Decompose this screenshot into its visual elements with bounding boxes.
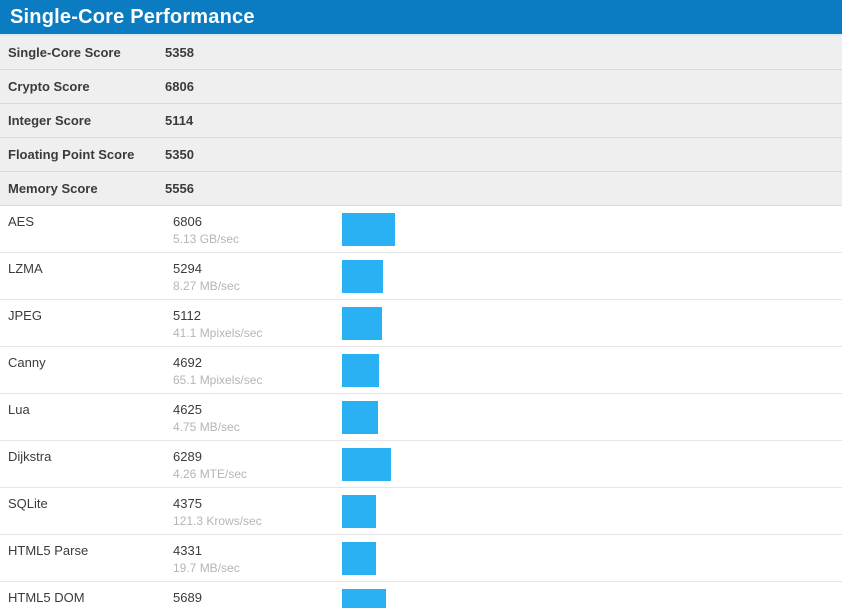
summary-row-crypto-score: Crypto Score 6806 [0,70,842,104]
benchmark-score: 4331 [173,543,202,558]
section-title: Single-Core Performance [10,5,255,28]
benchmark-score: 4375 [173,496,202,511]
benchmark-name: HTML5 Parse [8,543,89,558]
benchmark-name: Canny [8,355,46,370]
summary-row-memory-score: Memory Score 5556 [0,172,842,206]
summary-label: Single-Core Score [8,45,121,60]
benchmark-name: Dijkstra [8,449,52,464]
benchmark-row-aes: AES 6806 5.13 GB/sec [0,206,842,253]
benchmark-rate: 5.13 GB/sec [173,232,240,246]
benchmark-rate: 8.27 MB/sec [173,279,240,293]
summary-value: 5114 [165,113,194,128]
benchmark-name: Lua [8,402,30,417]
summary-label: Floating Point Score [8,147,135,162]
benchmark-score-bar [342,401,378,434]
summary-value: 5556 [165,181,194,196]
summary-label: Integer Score [8,113,92,128]
benchmark-rate: 41.1 Mpixels/sec [173,326,263,340]
benchmark-name: SQLite [8,496,48,511]
benchmark-row-sqlite: SQLite 4375 121.3 Krows/sec [0,488,842,535]
benchmark-row-jpeg: JPEG 5112 41.1 Mpixels/sec [0,300,842,347]
benchmark-score-bar [342,213,395,246]
benchmark-name: JPEG [8,308,42,323]
benchmark-score: 4692 [173,355,202,370]
benchmark-score: 4625 [173,402,202,417]
benchmark-score: 6289 [173,449,202,464]
section-header: Single-Core Performance [0,0,842,36]
summary-label: Crypto Score [8,79,90,94]
benchmark-row-lzma: LZMA 5294 8.27 MB/sec [0,253,842,300]
benchmark-name: LZMA [8,261,43,276]
benchmark-rate: 4.75 MB/sec [173,420,240,434]
benchmark-row-canny: Canny 4692 65.1 Mpixels/sec [0,347,842,394]
summary-value: 6806 [165,79,194,94]
benchmark-score-bar [342,260,383,293]
benchmark-rate: 19.7 MB/sec [173,561,240,575]
benchmark-score: 6806 [173,214,202,229]
benchmark-name: HTML5 DOM [8,590,85,605]
benchmark-name: AES [8,214,35,229]
benchmark-row-html5-parse: HTML5 Parse 4331 19.7 MB/sec [0,535,842,582]
benchmark-score-bar [342,307,382,340]
benchmark-row-lua: Lua 4625 4.75 MB/sec [0,394,842,441]
benchmark-score: 5294 [173,261,202,276]
benchmark-row-dijkstra: Dijkstra 6289 4.26 MTE/sec [0,441,842,488]
summary-label: Memory Score [8,181,98,196]
benchmark-score-bar [342,542,376,575]
benchmark-score-bar [342,495,376,528]
summary-row-single-core-score: Single-Core Score 5358 [0,36,842,70]
benchmark-score-bar [342,448,391,481]
summary-row-integer-score: Integer Score 5114 [0,104,842,138]
summary-value: 5358 [165,45,194,60]
summary-row-floating-point-score: Floating Point Score 5350 [0,138,842,172]
benchmark-score: 5689 [173,590,202,605]
benchmark-rate: 4.26 MTE/sec [173,467,248,481]
summary-value: 5350 [165,147,194,162]
benchmark-row-html5-dom: HTML5 DOM 5689 [0,582,842,608]
benchmark-score: 5112 [173,308,201,323]
benchmark-score-bar [342,354,379,387]
benchmark-rate: 65.1 Mpixels/sec [173,373,263,387]
benchmark-score-bar [342,589,386,608]
benchmark-rate: 121.3 Krows/sec [173,514,262,528]
